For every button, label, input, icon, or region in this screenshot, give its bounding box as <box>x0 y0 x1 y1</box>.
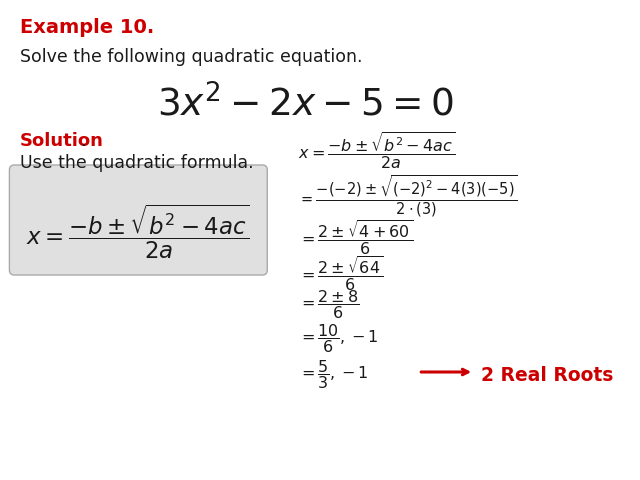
Text: $= \dfrac{-(-2) \pm \sqrt{(-2)^2 - 4(3)(-5)}}{2 \cdot (3)}$: $= \dfrac{-(-2) \pm \sqrt{(-2)^2 - 4(3)(… <box>298 174 518 219</box>
Text: $= \dfrac{2 \pm \sqrt{4 + 60}}{6}$: $= \dfrac{2 \pm \sqrt{4 + 60}}{6}$ <box>298 218 413 257</box>
Text: $= \dfrac{10}{6}, -1$: $= \dfrac{10}{6}, -1$ <box>298 322 379 355</box>
Text: Solve the following quadratic equation.: Solve the following quadratic equation. <box>20 48 362 66</box>
Text: $= \dfrac{2 \pm 8}{6}$: $= \dfrac{2 \pm 8}{6}$ <box>298 288 360 321</box>
Text: Use the quadratic formula.: Use the quadratic formula. <box>20 154 253 172</box>
Text: Solution: Solution <box>20 132 104 150</box>
Text: Example 10.: Example 10. <box>20 18 154 37</box>
Text: .: . <box>79 132 85 150</box>
Text: $3x^2 - 2x - 5 = 0$: $3x^2 - 2x - 5 = 0$ <box>157 85 454 124</box>
Text: 2 Real Roots: 2 Real Roots <box>481 366 613 385</box>
Text: $x = \dfrac{-b \pm \sqrt{b^2 - 4ac}}{2a}$: $x = \dfrac{-b \pm \sqrt{b^2 - 4ac}}{2a}… <box>26 202 250 261</box>
Text: $= \dfrac{5}{3}, -1$: $= \dfrac{5}{3}, -1$ <box>298 358 369 391</box>
Text: $= \dfrac{2 \pm \sqrt{64}}{6}$: $= \dfrac{2 \pm \sqrt{64}}{6}$ <box>298 254 383 293</box>
Text: $x = \dfrac{-b \pm \sqrt{b^2 - 4ac}}{2a}$: $x = \dfrac{-b \pm \sqrt{b^2 - 4ac}}{2a}… <box>298 130 455 171</box>
FancyBboxPatch shape <box>10 165 268 275</box>
